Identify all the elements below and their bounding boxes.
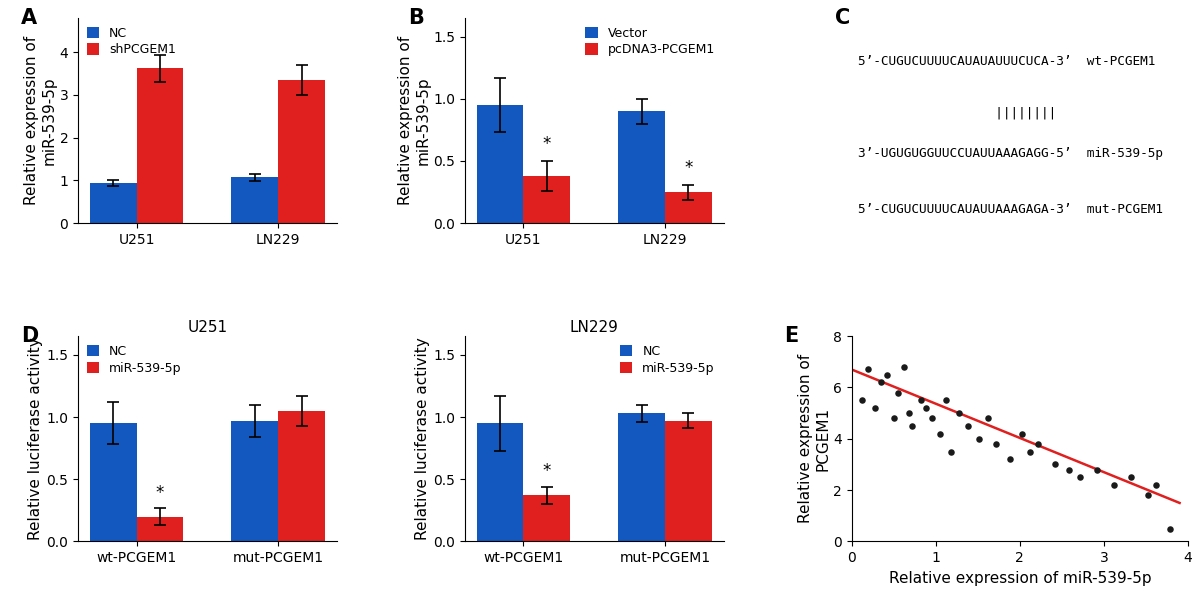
Point — [852, 396, 871, 405]
Point — [1045, 460, 1064, 469]
Bar — [476, 105, 523, 223]
Bar — [137, 516, 184, 541]
Text: 3’-UGUGUGGUUCCUAUUAAAGAGG-5’  miR-539-5p: 3’-UGUGUGGUUCCUAUUAAAGAGG-5’ miR-539-5p — [858, 147, 1163, 160]
Point — [949, 408, 968, 418]
Point — [1160, 524, 1180, 533]
Point — [911, 396, 930, 405]
Point — [1000, 455, 1019, 464]
Title: U251: U251 — [187, 320, 228, 335]
Legend: NC, miR-539-5p: NC, miR-539-5p — [617, 342, 718, 377]
Point — [970, 434, 989, 443]
Y-axis label: Relative luciferase activity: Relative luciferase activity — [415, 337, 431, 540]
Text: C: C — [835, 8, 850, 27]
Point — [941, 447, 960, 456]
Point — [1070, 472, 1090, 482]
Y-axis label: Relative expression of
miR-539-5p: Relative expression of miR-539-5p — [398, 36, 431, 205]
Point — [978, 414, 997, 423]
Bar — [665, 192, 712, 223]
Point — [986, 439, 1006, 449]
Point — [916, 403, 935, 413]
Text: 5’-CUGUCUUUUCAUAUAUUUCUCA-3’  wt-PCGEM1: 5’-CUGUCUUUUCAUAUAUUUCUCA-3’ wt-PCGEM1 — [858, 55, 1156, 68]
Bar — [618, 111, 665, 223]
Point — [1028, 439, 1048, 449]
Point — [1020, 447, 1039, 456]
Bar — [523, 496, 570, 541]
X-axis label: Relative expression of miR-539-5p: Relative expression of miR-539-5p — [888, 571, 1151, 585]
Legend: Vector, pcDNA3-PCGEM1: Vector, pcDNA3-PCGEM1 — [582, 24, 718, 59]
Text: *: * — [542, 462, 551, 481]
Point — [1121, 472, 1140, 482]
Point — [922, 414, 941, 423]
Title: LN229: LN229 — [570, 320, 619, 335]
Text: ||||||||: |||||||| — [858, 106, 1057, 119]
Y-axis label: Relative expression of
PCGEM1: Relative expression of PCGEM1 — [798, 354, 830, 524]
Legend: NC, miR-539-5p: NC, miR-539-5p — [84, 342, 185, 377]
Point — [1087, 465, 1106, 474]
Text: E: E — [785, 326, 799, 346]
Point — [1058, 465, 1078, 474]
Point — [888, 388, 907, 397]
Bar — [476, 423, 523, 541]
Point — [865, 403, 884, 413]
Point — [958, 421, 977, 431]
Point — [884, 414, 904, 423]
Bar — [523, 176, 570, 223]
Text: 5’-CUGUCUUUUCAUAUUAAAGAGA-3’  mut-PCGEM1: 5’-CUGUCUUUUCAUAUUAAAGAGA-3’ mut-PCGEM1 — [858, 203, 1163, 215]
Point — [1012, 429, 1031, 439]
Point — [936, 396, 955, 405]
Bar — [665, 421, 712, 541]
Bar — [232, 177, 278, 223]
Bar — [232, 421, 278, 541]
Point — [902, 421, 922, 431]
Point — [877, 370, 896, 380]
Point — [930, 429, 949, 439]
Point — [899, 408, 918, 418]
Y-axis label: Relative luciferase activity: Relative luciferase activity — [29, 337, 43, 540]
Point — [859, 365, 878, 374]
Y-axis label: Relative expression of
miR-539-5p: Relative expression of miR-539-5p — [24, 36, 56, 205]
Bar — [618, 414, 665, 541]
Bar — [278, 80, 325, 223]
Text: A: A — [22, 8, 37, 27]
Point — [871, 378, 890, 387]
Legend: NC, shPCGEM1: NC, shPCGEM1 — [84, 24, 179, 59]
Bar — [137, 68, 184, 223]
Bar — [90, 423, 137, 541]
Point — [1104, 480, 1123, 490]
Text: D: D — [22, 326, 38, 346]
Text: *: * — [156, 484, 164, 502]
Text: *: * — [542, 136, 551, 154]
Bar — [90, 183, 137, 223]
Point — [1146, 480, 1165, 490]
Text: *: * — [684, 159, 692, 177]
Point — [894, 362, 913, 372]
Point — [1138, 490, 1157, 500]
Bar — [278, 411, 325, 541]
Text: B: B — [408, 8, 424, 27]
